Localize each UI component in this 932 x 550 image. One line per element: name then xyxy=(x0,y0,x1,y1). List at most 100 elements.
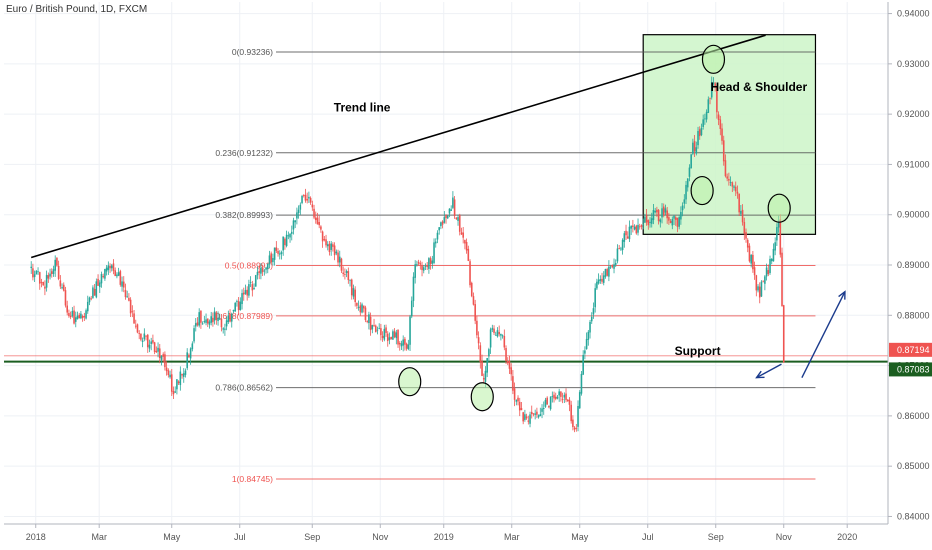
candle-body xyxy=(587,331,590,340)
candle-body xyxy=(205,319,207,323)
candle-body xyxy=(616,248,619,262)
candle-body xyxy=(472,296,475,305)
candle-body xyxy=(620,248,622,250)
candle-body xyxy=(632,225,634,228)
candle-body xyxy=(776,227,778,241)
candle-body xyxy=(386,333,389,342)
candle-body xyxy=(445,215,447,219)
candle-body xyxy=(542,408,545,410)
candle-body xyxy=(460,232,463,235)
candle-body xyxy=(146,334,149,348)
candle-body xyxy=(738,193,740,213)
candle-body xyxy=(134,325,137,327)
candle-body xyxy=(242,292,245,295)
candle-body xyxy=(652,210,655,221)
candle-body xyxy=(410,300,413,317)
candle-body xyxy=(165,367,168,372)
candle-body xyxy=(212,317,214,323)
candle-body xyxy=(680,211,682,220)
candle-body xyxy=(404,338,406,345)
x-tick-label: May xyxy=(163,532,181,542)
candle-body xyxy=(73,310,75,324)
candle-body xyxy=(584,350,586,354)
candle-body xyxy=(692,142,694,154)
candle-body xyxy=(308,196,310,199)
candle-body xyxy=(575,427,578,429)
candle-body xyxy=(638,226,641,228)
candle-body xyxy=(462,232,464,238)
price-label-badge xyxy=(889,362,932,377)
highlight-circle xyxy=(470,382,494,412)
candle-body xyxy=(527,420,530,422)
candle-body xyxy=(62,284,65,291)
candle-body xyxy=(124,289,127,298)
candle-body xyxy=(244,290,247,294)
candle-body xyxy=(469,261,471,286)
candle-body xyxy=(66,305,68,313)
candle-body xyxy=(443,217,446,223)
price-label-text: 0.87194 xyxy=(897,345,930,355)
candle-body xyxy=(474,304,476,321)
candle-body xyxy=(285,234,288,247)
candle-body xyxy=(428,258,430,269)
candle-body xyxy=(254,275,257,287)
candle-body xyxy=(602,275,605,283)
candle-body xyxy=(338,256,341,263)
candle-body xyxy=(383,328,386,340)
candle-body xyxy=(172,391,175,395)
candle-body xyxy=(416,264,418,265)
candle-body xyxy=(429,258,432,264)
candle-body xyxy=(762,280,764,282)
candle-body xyxy=(640,225,643,227)
candle-body xyxy=(757,286,759,291)
candle-body xyxy=(272,258,274,263)
candle-body xyxy=(666,210,668,219)
candle-body xyxy=(553,394,555,399)
candle-body xyxy=(57,265,60,279)
candle-body xyxy=(568,399,571,405)
candle-body xyxy=(354,289,356,302)
candle-body xyxy=(200,310,202,323)
candle-body xyxy=(554,396,557,399)
candle-body xyxy=(297,209,300,214)
candle-body xyxy=(280,252,283,255)
candle-body xyxy=(686,178,689,188)
candle-body xyxy=(503,336,506,348)
candle-body xyxy=(206,318,209,324)
candle-body xyxy=(412,276,415,301)
candle-body xyxy=(176,379,178,390)
candle-body xyxy=(419,263,422,265)
candle-body xyxy=(321,231,324,242)
candle-body xyxy=(501,335,504,337)
y-tick-label: 0.88000 xyxy=(897,310,930,320)
candle-body xyxy=(769,258,771,273)
arrow-head xyxy=(755,370,765,379)
candle-body xyxy=(515,399,518,402)
arrow-head xyxy=(838,290,846,300)
candle-body xyxy=(608,266,610,277)
candle-body xyxy=(671,219,674,226)
candle-body xyxy=(131,311,134,313)
candle-body xyxy=(657,209,660,222)
candle-body xyxy=(287,235,290,237)
candle-body xyxy=(613,264,615,269)
candle-body xyxy=(517,397,519,402)
x-tick-label: Mar xyxy=(504,532,520,542)
candle-body xyxy=(32,268,34,278)
candle-body xyxy=(765,267,768,277)
candle-body xyxy=(80,313,82,319)
candle-body xyxy=(109,265,111,269)
candle-body xyxy=(229,313,231,322)
candle-body xyxy=(143,333,146,340)
candle-body xyxy=(561,398,564,400)
candle-body xyxy=(712,82,715,84)
candle-body xyxy=(541,408,543,412)
candle-body xyxy=(736,191,739,194)
candle-body xyxy=(398,342,401,345)
candle-body xyxy=(284,238,286,246)
candle-body xyxy=(518,401,521,411)
candle-body xyxy=(409,316,411,345)
candle-body xyxy=(426,265,428,267)
candle-body xyxy=(578,392,581,409)
candle-body xyxy=(580,373,583,394)
